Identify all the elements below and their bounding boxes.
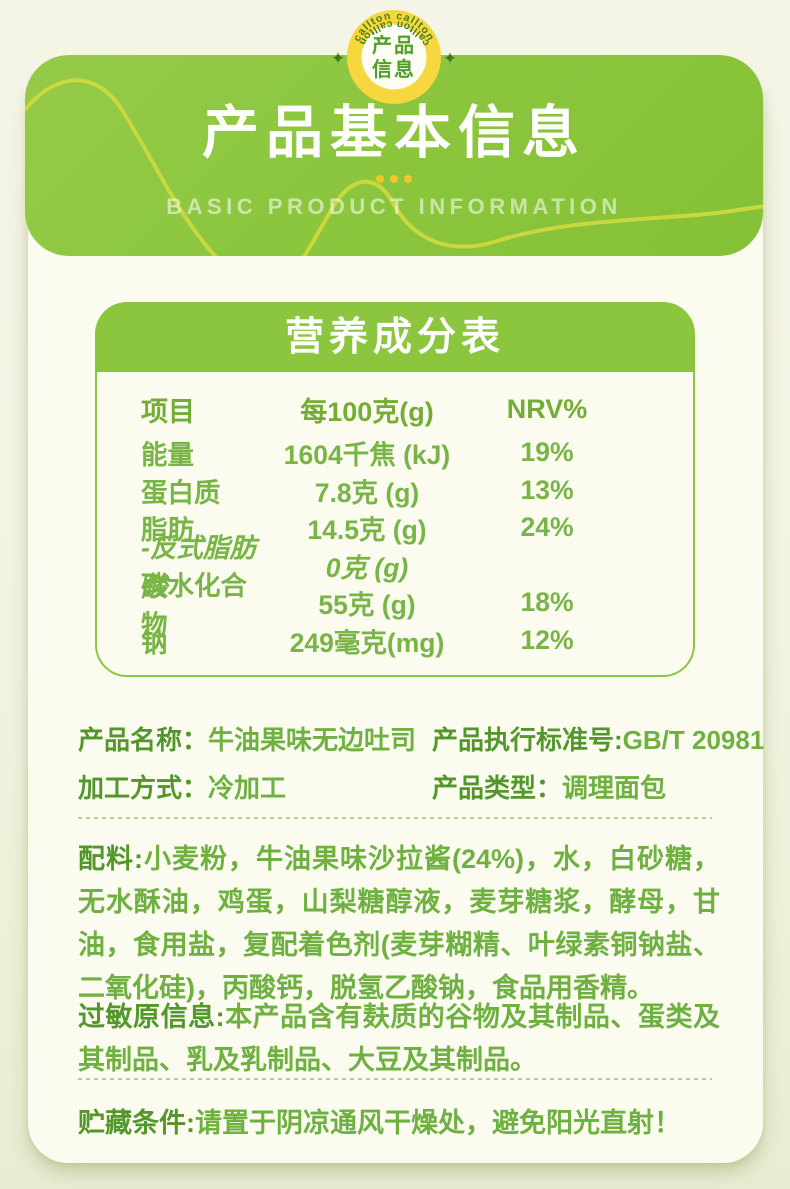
wave-decoration-icon (25, 78, 763, 256)
table-row: 蛋白质 7.8克 (g) 13% (97, 472, 693, 510)
allergen-label: 过敏原信息: (78, 1002, 225, 1032)
badge-center-line2: 信息 (372, 57, 416, 81)
field-label: 产品名称： (78, 725, 209, 755)
field-value: 调理面包 (562, 773, 667, 803)
field-label: 产品执行标准号: (432, 725, 623, 755)
brand-badge-icon: callton callton callton callton 产品 信息 ✦ … (331, 10, 457, 104)
nutrient-name: 钠 (141, 627, 168, 658)
dashed-divider (78, 1078, 712, 1080)
nutrient-name: 蛋白质 (141, 477, 221, 508)
nutrient-nrv: 19% (520, 437, 574, 468)
storage-label: 贮藏条件: (78, 1108, 195, 1138)
table-row: 碳水化合物 55克 (g) 18% (97, 571, 693, 640)
nutrition-table-body: 项目 每100克(g) NRV% 能量 1604千焦 (kJ) 19% 蛋白质 … (95, 372, 695, 677)
nutrient-amount: 1604千焦 (kJ) (283, 440, 451, 471)
allergen-paragraph: 过敏原信息:本产品含有麸质的谷物及其制品、蛋类及其制品、乳及乳制品、大豆及其制品… (78, 996, 720, 1082)
field-label: 产品类型： (432, 773, 563, 803)
storage-text: 请置于阴凉通风干燥处，避免阳光直射！ (195, 1108, 681, 1138)
table-row: -反式脂肪酸 0克 (g) (97, 533, 693, 602)
storage-paragraph: 贮藏条件:请置于阴凉通风干燥处，避免阳光直射！ (78, 1102, 720, 1145)
nutrient-name: 能量 (141, 440, 194, 471)
dots-decoration (25, 175, 763, 185)
dashed-divider (78, 817, 712, 819)
nutrition-table-title: 营养成分表 (95, 302, 695, 372)
field-processing-method: 加工方式：冷加工 (78, 768, 286, 805)
sparkle-right-icon: ✦ (443, 49, 457, 68)
nutrient-nrv: 24% (520, 512, 574, 543)
column-header-nrv: NRV% (506, 393, 588, 424)
ingredients-label: 配料: (78, 844, 143, 874)
nutrient-amount: 0克 (g) (325, 552, 409, 583)
table-row: 钠 249毫克(mg) 12% (97, 622, 693, 660)
brand-badge: callton callton callton callton 产品 信息 ✦ … (312, 0, 476, 126)
nutrient-name: 脂肪 (141, 515, 194, 546)
ingredients-paragraph: 配料:小麦粉，牛油果味沙拉酱(24%)，水，白砂糖，无水酥油，鸡蛋，山梨糖醇液，… (78, 838, 720, 1010)
nutrition-table: 营养成分表 项目 每100克(g) NRV% 能量 1604千焦 (kJ) 19… (95, 302, 695, 677)
field-value: GB/T 20981 (622, 725, 765, 755)
badge-center-line1: 产品 (372, 33, 416, 57)
nutrient-amount: 249毫克(mg) (289, 627, 445, 658)
sparkle-left-icon: ✦ (331, 49, 345, 68)
dot-icon (390, 175, 398, 183)
nutrient-nrv: 12% (520, 624, 574, 655)
nutrient-name: -反式脂肪酸 (141, 533, 256, 603)
field-value: 牛油果味无边吐司 (208, 725, 417, 755)
nutrient-nrv: 13% (520, 474, 574, 505)
field-product-name: 产品名称：牛油果味无边吐司 (78, 720, 416, 757)
dot-icon (404, 175, 412, 183)
table-row: 能量 1604千焦 (kJ) 19% (97, 434, 693, 472)
table-row: 脂肪 14.5克 (g) 24% (97, 509, 693, 547)
allergen-text: 本产品含有麸质的谷物及其制品、蛋类及其制品、乳及乳制品、大豆及其制品。 (78, 1002, 720, 1075)
dot-icon (376, 175, 384, 183)
field-value: 冷加工 (208, 773, 287, 803)
nutrient-nrv: 18% (520, 587, 574, 618)
badge-inner-circle (361, 24, 427, 90)
field-label: 加工方式： (78, 773, 209, 803)
field-product-type: 产品类型：调理面包 (432, 768, 666, 805)
nutrient-amount: 14.5克 (g) (307, 515, 427, 546)
nutrient-name: 碳水化合物 (141, 570, 247, 640)
nutrient-amount: 55克 (g) (318, 590, 416, 621)
column-header-item: 项目 (141, 396, 195, 427)
page-title: 产品基本信息 (202, 101, 586, 165)
field-standard-number: 产品执行标准号:GB/T 20981 (432, 720, 764, 757)
nutrient-amount: 7.8克 (g) (314, 477, 420, 508)
ingredients-text: 小麦粉，牛油果味沙拉酱(24%)，水，白砂糖，无水酥油，鸡蛋，山梨糖醇液，麦芽糖… (78, 844, 720, 1003)
column-header-per100g: 每100克(g) (300, 396, 434, 427)
nutrition-header-row: 项目 每100克(g) NRV% (97, 384, 693, 434)
page-subtitle: BASIC PRODUCT INFORMATION (166, 194, 622, 219)
